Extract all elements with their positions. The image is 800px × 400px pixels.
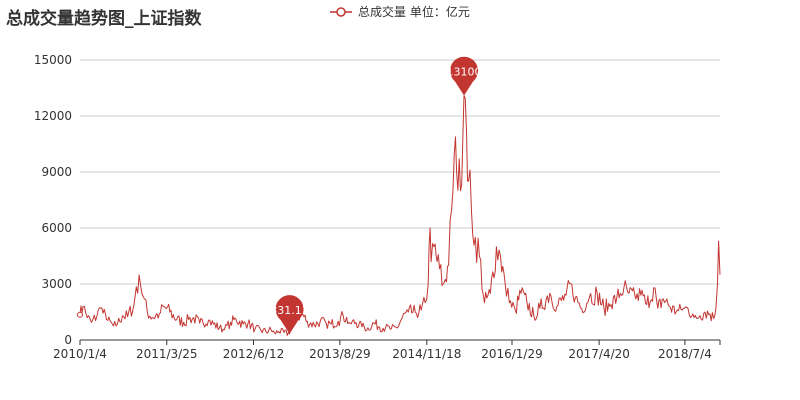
x-axis: 2010/1/4 2011/3/25 2012/6/12 2013/8/29 2014/… (53, 339, 721, 361)
y-tick-label: 9000 (41, 165, 72, 179)
x-tick-label: 2017/4/20 (568, 347, 630, 361)
y-axis-labels: 0 3000 6000 9000 12000 15000 (34, 53, 72, 347)
y-tick-label: 3000 (41, 277, 72, 291)
max-value-pin (450, 56, 479, 96)
min-value-label: 331.11 (270, 304, 309, 317)
x-tick-label: 2014/11/18 (392, 347, 461, 361)
x-tick-label: 2018/7/4 (658, 347, 712, 361)
legend-circle-icon (336, 7, 346, 17)
x-tick-label: 2013/8/29 (309, 347, 371, 361)
x-tick-label: 2010/1/4 (53, 347, 107, 361)
y-tick-label: 15000 (34, 53, 72, 67)
legend-label: 总成交量 单位：亿元 (358, 4, 470, 19)
min-value-pin (275, 295, 304, 334)
data-point (77, 311, 83, 318)
chart-title: 总成交量趋势图_上证指数 (6, 9, 202, 29)
y-tick-label: 12000 (34, 109, 72, 123)
series-line-total-volume (79, 95, 721, 336)
legend[interactable]: 总成交量 单位：亿元 (330, 4, 470, 19)
y-tick-label: 6000 (41, 221, 72, 235)
series-layer (77, 95, 721, 336)
max-value-label: 13100 (447, 65, 482, 78)
markers-layer: 13100 331.11 (270, 56, 482, 334)
x-tick-label: 2016/1/29 (481, 347, 543, 361)
grid-lines (80, 59, 720, 285)
x-tick-label: 2012/6/12 (223, 347, 285, 361)
y-tick-label: 0 (64, 333, 72, 347)
x-tick-label: 2011/3/25 (136, 347, 198, 361)
